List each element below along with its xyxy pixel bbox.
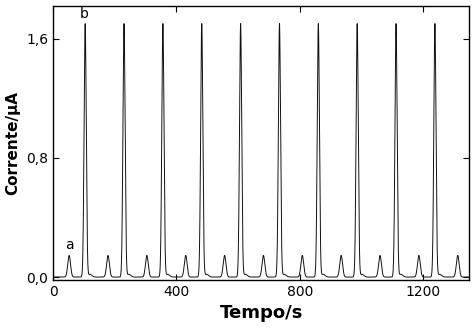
Text: b: b xyxy=(80,7,89,21)
X-axis label: Tempo/s: Tempo/s xyxy=(219,304,303,322)
Y-axis label: Corrente/μA: Corrente/μA xyxy=(6,91,20,195)
Text: a: a xyxy=(65,238,74,252)
